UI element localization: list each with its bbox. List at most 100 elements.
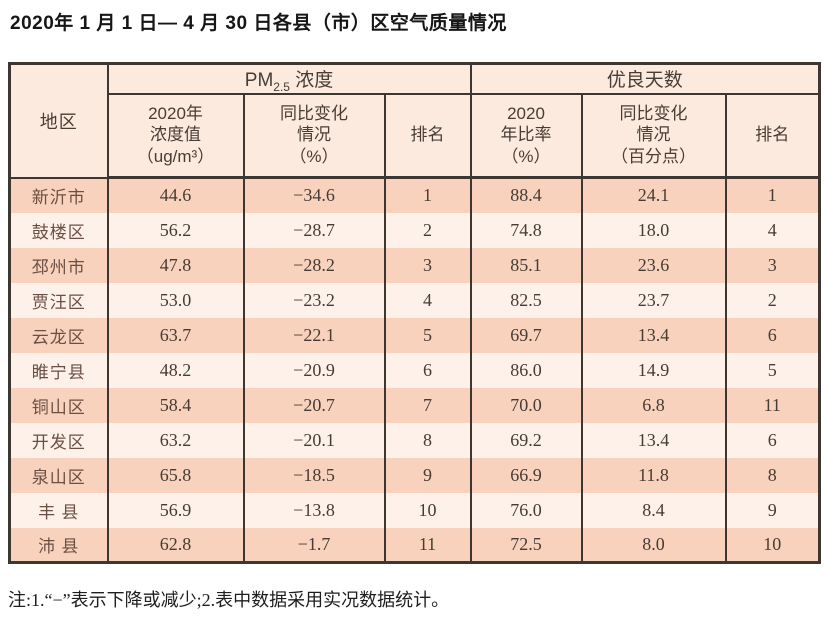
good-rank-cell: 5 <box>724 352 821 388</box>
pm-change-cell: −20.7 <box>242 387 386 423</box>
pm-rank-cell: 5 <box>383 317 472 353</box>
region-cell: 贾汪区 <box>8 282 109 318</box>
region-cell: 睢宁县 <box>8 352 109 388</box>
pm-change-cell: −20.1 <box>242 422 386 458</box>
good-rank-cell: 11 <box>724 387 821 423</box>
table-row: 沛 县 62.8 −1.7 11 72.5 8.0 10 <box>8 527 821 563</box>
good-rank-cell: 4 <box>724 212 821 248</box>
region-cell: 沛 县 <box>8 527 109 563</box>
region-column-header: 地区 <box>8 63 109 179</box>
table-row: 新沂市 44.6 −34.6 1 88.4 24.1 1 <box>8 177 821 213</box>
good-ratio-cell: 82.5 <box>469 282 583 318</box>
pm-value-column-header: 2020年 浓度值 （ug/m³） <box>106 93 245 179</box>
region-cell: 邳州市 <box>8 247 109 283</box>
pm-value-cell: 58.4 <box>106 387 245 423</box>
table-body: 新沂市 44.6 −34.6 1 88.4 24.1 1 鼓楼区 56.2 −2… <box>8 177 821 563</box>
sub-header-row: 2020年 浓度值 （ug/m³） 同比变化 情况 （%） 排名 2020 年比… <box>10 93 821 179</box>
pm-rank-cell: 2 <box>383 212 472 248</box>
pm-value-cell: 63.2 <box>106 422 245 458</box>
pm25-label-subscript: 2.5 <box>273 80 290 94</box>
pm-value-cell: 65.8 <box>106 457 245 493</box>
pm-value-cell: 63.7 <box>106 317 245 353</box>
good-ratio-cell: 85.1 <box>469 247 583 283</box>
good-change-cell: 14.9 <box>580 352 727 388</box>
pm-value-cell: 53.0 <box>106 282 245 318</box>
good-change-cell: 18.0 <box>580 212 727 248</box>
table-row: 云龙区 63.7 −22.1 5 69.7 13.4 6 <box>8 317 821 353</box>
pm25-group-header: PM2.5 浓度 <box>106 63 472 95</box>
pm-rank-cell: 4 <box>383 282 472 318</box>
pm-value-cell: 56.2 <box>106 212 245 248</box>
good-ratio-cell: 88.4 <box>469 177 583 213</box>
table-row: 开发区 63.2 −20.1 8 69.2 13.4 6 <box>8 422 821 458</box>
good-change-cell: 13.4 <box>580 317 727 353</box>
table-row: 鼓楼区 56.2 −28.7 2 74.8 18.0 4 <box>8 212 821 248</box>
good-change-cell: 6.8 <box>580 387 727 423</box>
pm-value-cell: 47.8 <box>106 247 245 283</box>
pm-rank-cell: 10 <box>383 492 472 528</box>
good-change-cell: 23.6 <box>580 247 727 283</box>
pm-change-cell: −1.7 <box>242 527 386 563</box>
pm-change-cell: −20.9 <box>242 352 386 388</box>
pm-value-cell: 62.8 <box>106 527 245 563</box>
good-change-cell: 13.4 <box>580 422 727 458</box>
good-ratio-cell: 72.5 <box>469 527 583 563</box>
good-rank-cell: 6 <box>724 422 821 458</box>
pm-change-cell: −28.7 <box>242 212 386 248</box>
table-header: 地区 PM2.5 浓度 优良天数 2020年 浓度值 （ug/m³） 同比变化 … <box>8 63 821 179</box>
good-change-cell: 8.4 <box>580 492 727 528</box>
good-ratio-cell: 70.0 <box>469 387 583 423</box>
pm-rank-cell: 11 <box>383 527 472 563</box>
good-ratio-cell: 74.8 <box>469 212 583 248</box>
pm-change-cell: −28.2 <box>242 247 386 283</box>
pm-rank-cell: 9 <box>383 457 472 493</box>
good-rank-cell: 10 <box>724 527 821 563</box>
table-row: 泉山区 65.8 −18.5 9 66.9 11.8 8 <box>8 457 821 493</box>
table-row: 铜山区 58.4 −20.7 7 70.0 6.8 11 <box>8 387 821 423</box>
good-rank-cell: 1 <box>724 177 821 213</box>
region-cell: 鼓楼区 <box>8 212 109 248</box>
good-rank-cell: 6 <box>724 317 821 353</box>
page-title: 2020年 1 月 1 日— 4 月 30 日各县（市）区空气质量情况 <box>10 13 507 34</box>
pm-value-cell: 48.2 <box>106 352 245 388</box>
good-ratio-cell: 66.9 <box>469 457 583 493</box>
pm-rank-cell: 6 <box>383 352 472 388</box>
pm-change-cell: −34.6 <box>242 177 386 213</box>
pm-change-cell: −18.5 <box>242 457 386 493</box>
footnote: 注:1.“−”表示下降或减少;2.表中数据采用实况数据统计。 <box>8 590 450 610</box>
region-cell: 开发区 <box>8 422 109 458</box>
good-change-cell: 24.1 <box>580 177 727 213</box>
pm25-label-prefix: PM <box>244 70 274 92</box>
good-change-column-header: 同比变化 情况 （百分点） <box>580 93 727 179</box>
region-cell: 丰 县 <box>8 492 109 528</box>
pm-change-column-header: 同比变化 情况 （%） <box>242 93 386 179</box>
good-days-group-header: 优良天数 <box>469 63 821 95</box>
pm-change-cell: −23.2 <box>242 282 386 318</box>
pm-rank-cell: 1 <box>383 177 472 213</box>
region-cell: 铜山区 <box>8 387 109 423</box>
table-row: 睢宁县 48.2 −20.9 6 86.0 14.9 5 <box>8 352 821 388</box>
table-row: 贾汪区 53.0 −23.2 4 82.5 23.7 2 <box>8 282 821 318</box>
pm-rank-cell: 3 <box>383 247 472 283</box>
good-change-cell: 23.7 <box>580 282 727 318</box>
pm-change-cell: −13.8 <box>242 492 386 528</box>
good-rank-column-header: 排名 <box>724 93 821 179</box>
table-row: 邳州市 47.8 −28.2 3 85.1 23.6 3 <box>8 247 821 283</box>
pm-rank-cell: 7 <box>383 387 472 423</box>
region-cell: 新沂市 <box>8 177 109 213</box>
good-rank-cell: 2 <box>724 282 821 318</box>
pm-change-cell: −22.1 <box>242 317 386 353</box>
good-rank-cell: 9 <box>724 492 821 528</box>
good-ratio-cell: 69.2 <box>469 422 583 458</box>
pm-value-cell: 44.6 <box>106 177 245 213</box>
good-change-cell: 8.0 <box>580 527 727 563</box>
region-cell: 泉山区 <box>8 457 109 493</box>
air-quality-table: 地区 PM2.5 浓度 优良天数 2020年 浓度值 （ug/m³） 同比变化 … <box>8 62 821 564</box>
good-rank-cell: 8 <box>724 457 821 493</box>
good-ratio-column-header: 2020 年比率 （%） <box>469 93 583 179</box>
table-row: 丰 县 56.9 −13.8 10 76.0 8.4 9 <box>8 492 821 528</box>
good-ratio-cell: 69.7 <box>469 317 583 353</box>
pm-rank-cell: 8 <box>383 422 472 458</box>
good-ratio-cell: 76.0 <box>469 492 583 528</box>
